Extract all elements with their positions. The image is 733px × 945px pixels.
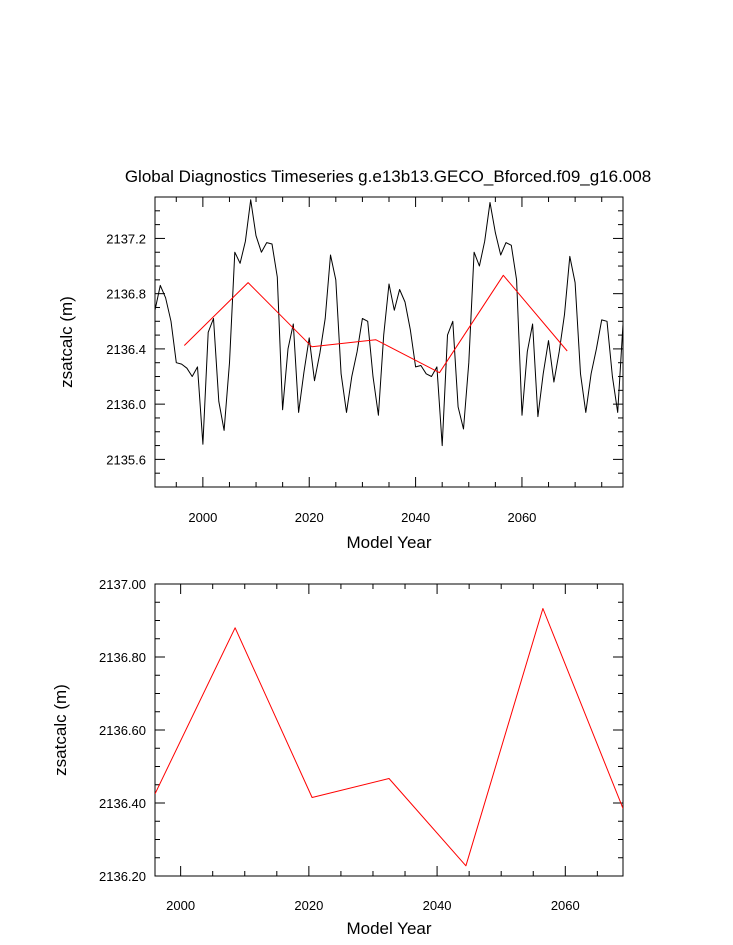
series-line-12-year-mean [155,608,623,867]
x-tick-label: 2020 [295,510,324,525]
y-tick-label: 2135.6 [106,452,146,467]
x-tick-label: 2000 [188,510,217,525]
y-tick-label: 2136.8 [106,287,146,302]
y-tick-label: 2137.2 [106,231,146,246]
top-timeseries-plot: 2000 2020 2040 2060 2135.6 2136.0 2136.4 2136.8… [57,196,624,552]
y-axis-label: zsatcalc (m) [57,296,76,388]
y-tick-label: 2136.60 [99,723,146,738]
x-axis-label: Model Year [346,533,431,552]
x-tick-label: 2040 [423,898,452,913]
chart-title: Global Diagnostics Timeseries g.e13b13.G… [125,167,651,186]
y-axis-label: zsatcalc (m) [51,684,70,776]
x-tick-label: 2060 [551,898,580,913]
y-tick-label: 2137.00 [99,577,146,592]
y-tick-label: 2136.20 [99,869,146,884]
x-tick-label: 2020 [294,898,323,913]
y-tick-label: 2136.0 [106,397,146,412]
plot-frame [154,583,624,877]
x-tick-label: 2060 [507,510,536,525]
series-line-annual [155,199,623,447]
y-tick-label: 2136.4 [106,342,146,357]
bottom-mean-plot: 2000 2020 2040 2060 2136.20 2136.40 2136.60 213… [51,577,624,938]
plot-frame [154,196,624,488]
y-tick-label: 2136.40 [99,796,146,811]
series-line-12-year-mean [183,274,568,374]
x-tick-label: 2040 [401,510,430,525]
y-tick-label: 2136.80 [99,650,146,665]
x-tick-label: 2000 [166,898,195,913]
x-axis-label: Model Year [346,919,431,938]
